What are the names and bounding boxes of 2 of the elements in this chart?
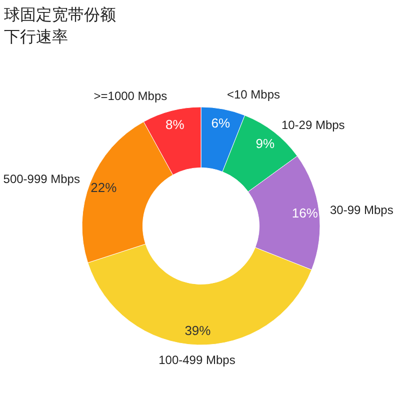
subtitle: 下行速率 xyxy=(4,29,68,46)
title: 球固定宽带份额 xyxy=(4,7,116,24)
